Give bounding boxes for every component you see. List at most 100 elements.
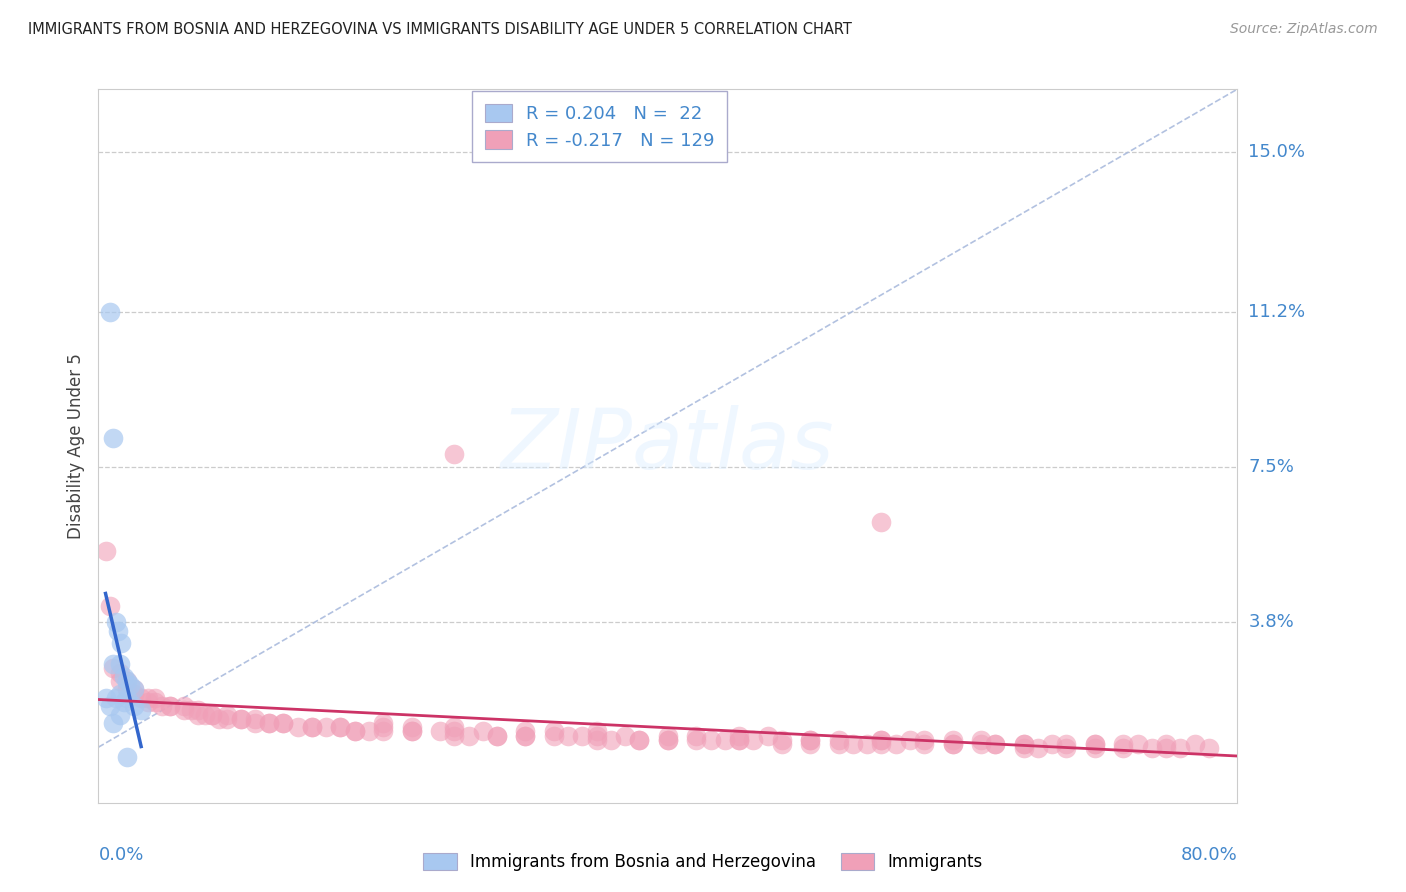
Point xyxy=(828,732,851,747)
Point xyxy=(208,712,231,726)
Point xyxy=(173,699,195,714)
Legend: R = 0.204   N =  22, R = -0.217   N = 129: R = 0.204 N = 22, R = -0.217 N = 129 xyxy=(472,91,727,162)
Point xyxy=(180,703,202,717)
Point xyxy=(443,720,465,734)
Point xyxy=(287,720,309,734)
Point xyxy=(557,729,579,743)
Point xyxy=(104,615,127,630)
Point xyxy=(600,732,623,747)
Point xyxy=(912,737,935,751)
Point xyxy=(728,732,751,747)
Point xyxy=(229,712,252,726)
Text: IMMIGRANTS FROM BOSNIA AND HERZEGOVINA VS IMMIGRANTS DISABILITY AGE UNDER 5 CORR: IMMIGRANTS FROM BOSNIA AND HERZEGOVINA V… xyxy=(28,22,852,37)
Point xyxy=(373,724,395,739)
Point xyxy=(104,690,127,705)
Point xyxy=(215,707,238,722)
Text: 80.0%: 80.0% xyxy=(1181,846,1237,863)
Point xyxy=(471,724,494,739)
Point xyxy=(187,703,209,717)
Point xyxy=(201,707,224,722)
Point xyxy=(357,724,380,739)
Point xyxy=(187,707,209,722)
Point xyxy=(115,690,138,705)
Point xyxy=(884,737,907,751)
Point xyxy=(129,703,152,717)
Point xyxy=(429,724,451,739)
Point xyxy=(107,624,129,638)
Point xyxy=(373,720,395,734)
Text: 15.0%: 15.0% xyxy=(1249,143,1305,161)
Point xyxy=(1026,741,1049,756)
Point xyxy=(259,716,281,731)
Point xyxy=(1170,741,1192,756)
Point xyxy=(443,447,465,461)
Point xyxy=(201,707,224,722)
Point xyxy=(1040,737,1063,751)
Point xyxy=(108,665,131,680)
Point xyxy=(108,687,131,701)
Point xyxy=(115,674,138,689)
Text: 0.0%: 0.0% xyxy=(98,846,143,863)
Point xyxy=(229,712,252,726)
Point xyxy=(115,674,138,689)
Point xyxy=(543,729,565,743)
Text: Source: ZipAtlas.com: Source: ZipAtlas.com xyxy=(1230,22,1378,37)
Point xyxy=(628,732,651,747)
Point xyxy=(970,732,993,747)
Point xyxy=(486,729,509,743)
Point xyxy=(856,737,879,751)
Point xyxy=(194,707,217,722)
Point xyxy=(401,724,423,739)
Text: 7.5%: 7.5% xyxy=(1249,458,1295,476)
Point xyxy=(1154,741,1177,756)
Point xyxy=(145,690,167,705)
Point xyxy=(799,737,821,751)
Point xyxy=(136,695,159,709)
Point xyxy=(870,737,893,751)
Point xyxy=(970,737,993,751)
Point xyxy=(828,737,851,751)
Point xyxy=(799,732,821,747)
Point xyxy=(159,699,181,714)
Point xyxy=(842,737,865,751)
Point xyxy=(799,732,821,747)
Point xyxy=(259,716,281,731)
Point xyxy=(685,729,707,743)
Point xyxy=(98,304,121,318)
Point xyxy=(1084,741,1107,756)
Point xyxy=(94,544,117,558)
Point xyxy=(329,720,352,734)
Point xyxy=(215,712,238,726)
Point xyxy=(585,724,607,739)
Point xyxy=(870,515,893,529)
Point xyxy=(94,690,117,705)
Point xyxy=(571,729,593,743)
Point xyxy=(657,729,679,743)
Point xyxy=(401,724,423,739)
Point xyxy=(1198,741,1220,756)
Point xyxy=(343,724,366,739)
Point xyxy=(515,729,537,743)
Point xyxy=(457,729,479,743)
Point xyxy=(301,720,323,734)
Point xyxy=(122,687,145,701)
Point xyxy=(714,732,737,747)
Point xyxy=(118,678,141,692)
Point xyxy=(543,724,565,739)
Point xyxy=(343,724,366,739)
Point xyxy=(301,720,323,734)
Point xyxy=(101,716,124,731)
Point xyxy=(1126,737,1149,751)
Point xyxy=(657,732,679,747)
Point xyxy=(243,716,266,731)
Point xyxy=(728,729,751,743)
Point xyxy=(1056,741,1078,756)
Point xyxy=(942,737,965,751)
Point xyxy=(443,729,465,743)
Point xyxy=(173,703,195,717)
Point xyxy=(870,732,893,747)
Point xyxy=(112,670,135,684)
Point xyxy=(1154,737,1177,751)
Point xyxy=(1012,737,1035,751)
Text: 3.8%: 3.8% xyxy=(1249,614,1294,632)
